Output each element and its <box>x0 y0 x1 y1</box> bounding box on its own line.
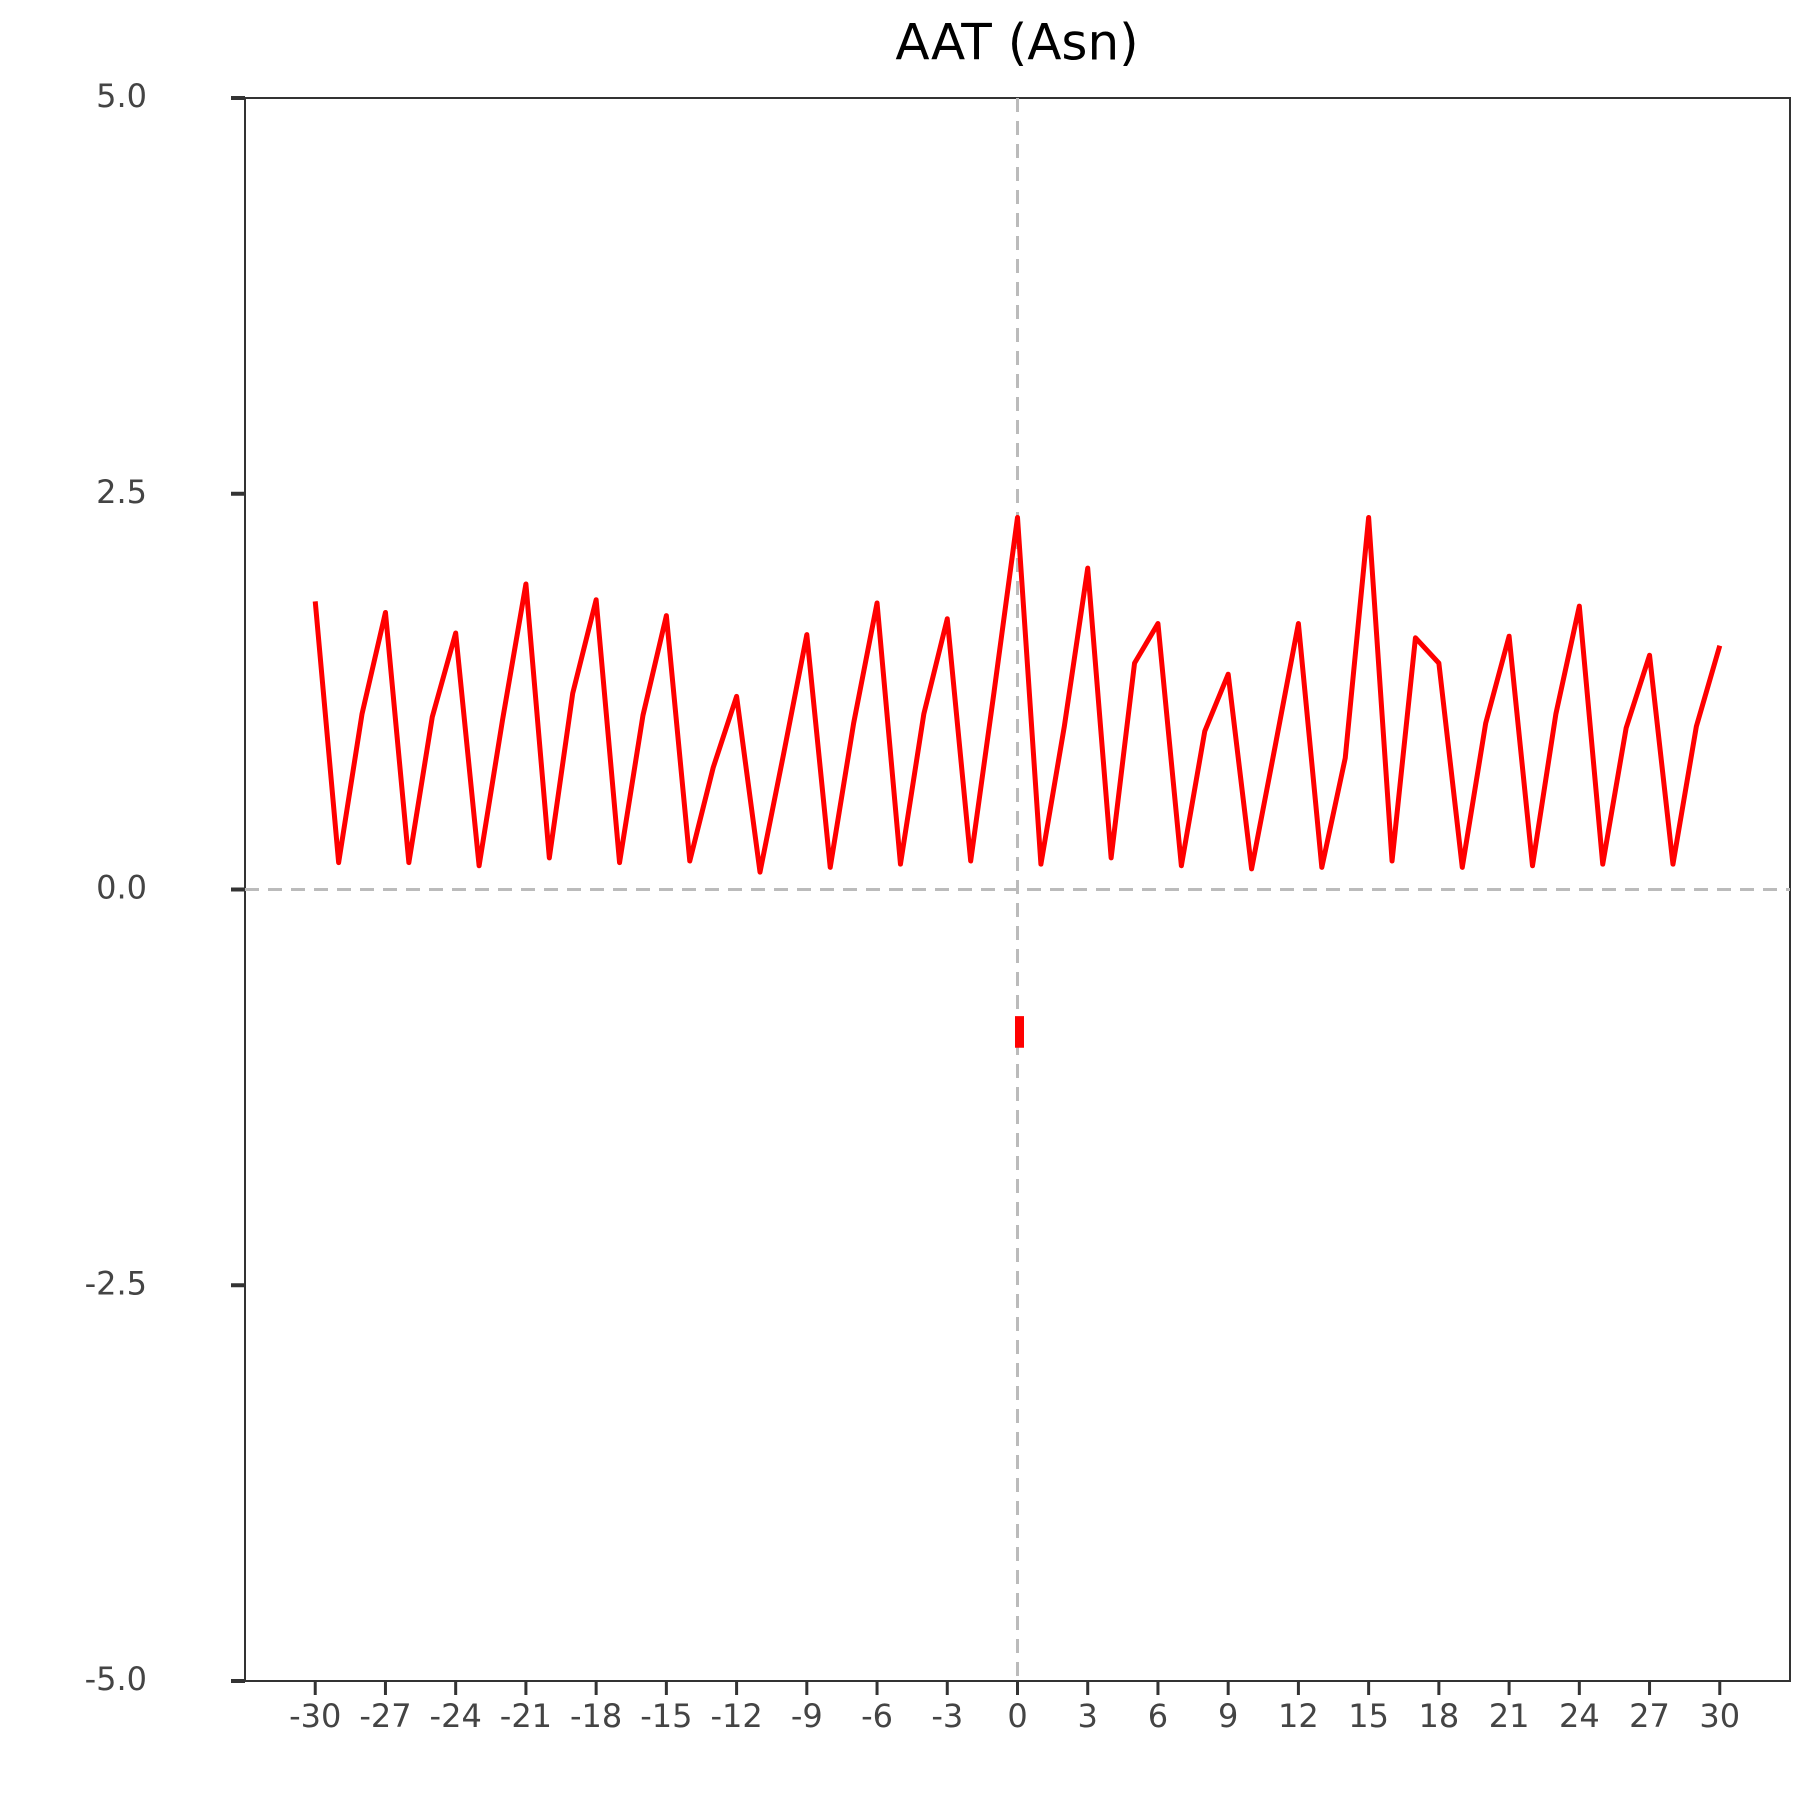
x-tick-label: 9 <box>1218 1697 1238 1735</box>
x-tick-label: -12 <box>710 1697 762 1735</box>
x-tick-label: 18 <box>1419 1697 1460 1735</box>
x-tick-label: -15 <box>640 1697 692 1735</box>
x-tick-label: 3 <box>1078 1697 1098 1735</box>
x-tick-label: -9 <box>791 1697 823 1735</box>
data-line <box>312 514 1723 875</box>
x-tick-label: 21 <box>1489 1697 1530 1735</box>
y-tick-label: -2.5 <box>85 1264 147 1302</box>
x-tick-label: -3 <box>931 1697 963 1735</box>
x-tick-label: -27 <box>359 1697 411 1735</box>
x-tick-label: 24 <box>1559 1697 1600 1735</box>
x-tick-label: -6 <box>861 1697 893 1735</box>
x-tick-label: -24 <box>430 1697 482 1735</box>
x-tick-label: -30 <box>289 1697 341 1735</box>
x-tick-label: 15 <box>1348 1697 1389 1735</box>
x-tick-label: 0 <box>1007 1697 1027 1735</box>
y-tick-label: 2.5 <box>96 473 147 511</box>
y-tick-label: 0.0 <box>96 869 147 907</box>
x-tick-label: 12 <box>1278 1697 1319 1735</box>
x-tick-label: 30 <box>1699 1697 1740 1735</box>
y-tick-label: -5.0 <box>85 1660 147 1698</box>
x-tick-label: -21 <box>500 1697 552 1735</box>
x-tick-label: 27 <box>1629 1697 1670 1735</box>
x-tick-label: 6 <box>1148 1697 1168 1735</box>
x-tick-label: -18 <box>570 1697 622 1735</box>
chart-title: AAT (Asn) <box>895 14 1138 72</box>
y-tick-label: 5.0 <box>96 77 147 115</box>
